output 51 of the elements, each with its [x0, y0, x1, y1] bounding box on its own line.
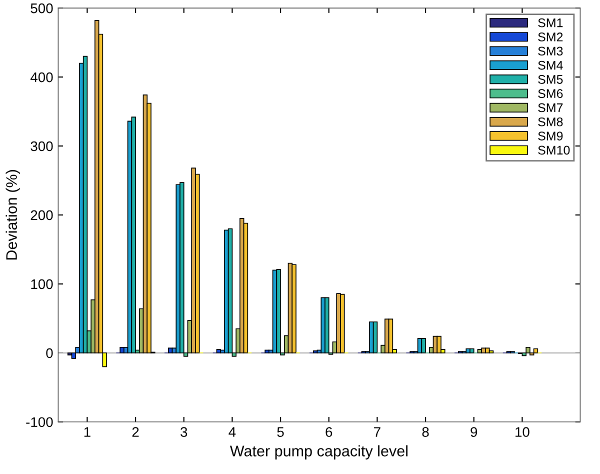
bar — [372, 321, 378, 354]
bar — [264, 350, 270, 354]
x-tick-label: 4 — [228, 427, 236, 437]
bar — [481, 348, 486, 354]
x-tick-label: 7 — [374, 427, 380, 437]
y-tick-label: 0 — [46, 348, 53, 358]
legend-label: SM7 — [538, 103, 563, 112]
bar — [82, 56, 88, 354]
bar — [324, 297, 330, 354]
bar — [276, 269, 281, 354]
bar — [312, 350, 318, 354]
bar — [131, 116, 136, 354]
x-tick-label: 5 — [277, 427, 284, 437]
legend-label: SM1 — [538, 18, 563, 28]
legend-label: SM8 — [538, 117, 563, 126]
x-axis-title: Water pump capacity level — [230, 445, 408, 460]
y-tick-label: 300 — [30, 141, 53, 152]
bar — [180, 182, 184, 354]
bar — [67, 352, 72, 356]
x-tick-label: 2 — [132, 427, 139, 437]
y-tick-label: 100 — [31, 279, 53, 290]
x-tick-label: 3 — [180, 427, 188, 437]
bar — [292, 264, 296, 354]
bar — [436, 336, 442, 354]
x-tick-label: 6 — [326, 427, 332, 437]
bar — [388, 318, 394, 354]
y-tick-label: 200 — [30, 210, 53, 220]
bar — [168, 348, 173, 354]
legend-label: SM3 — [538, 46, 563, 56]
x-tick-label: 10 — [516, 427, 530, 437]
bar — [421, 338, 426, 354]
bar — [470, 348, 474, 354]
bar — [526, 346, 530, 354]
y-tick-label: -100 — [26, 417, 53, 428]
legend-label: SM10 — [538, 146, 570, 155]
bar — [488, 350, 494, 354]
legend-label: SM5 — [538, 74, 563, 84]
x-tick-label: 1 — [84, 427, 90, 437]
y-tick-label: 400 — [30, 72, 53, 82]
bar — [340, 294, 345, 354]
bar — [228, 228, 233, 354]
legend-label: SM4 — [538, 60, 563, 70]
bar — [533, 348, 538, 354]
x-tick-label: 8 — [422, 427, 429, 437]
legend-label: SM9 — [538, 132, 563, 140]
y-tick-label: 500 — [30, 3, 53, 14]
legend-label: SM2 — [538, 32, 563, 42]
bar — [485, 348, 490, 354]
x-tick-label: 9 — [470, 427, 478, 437]
legend-label: SM6 — [538, 89, 563, 98]
y-axis-title: Deviation (%) — [6, 170, 20, 260]
